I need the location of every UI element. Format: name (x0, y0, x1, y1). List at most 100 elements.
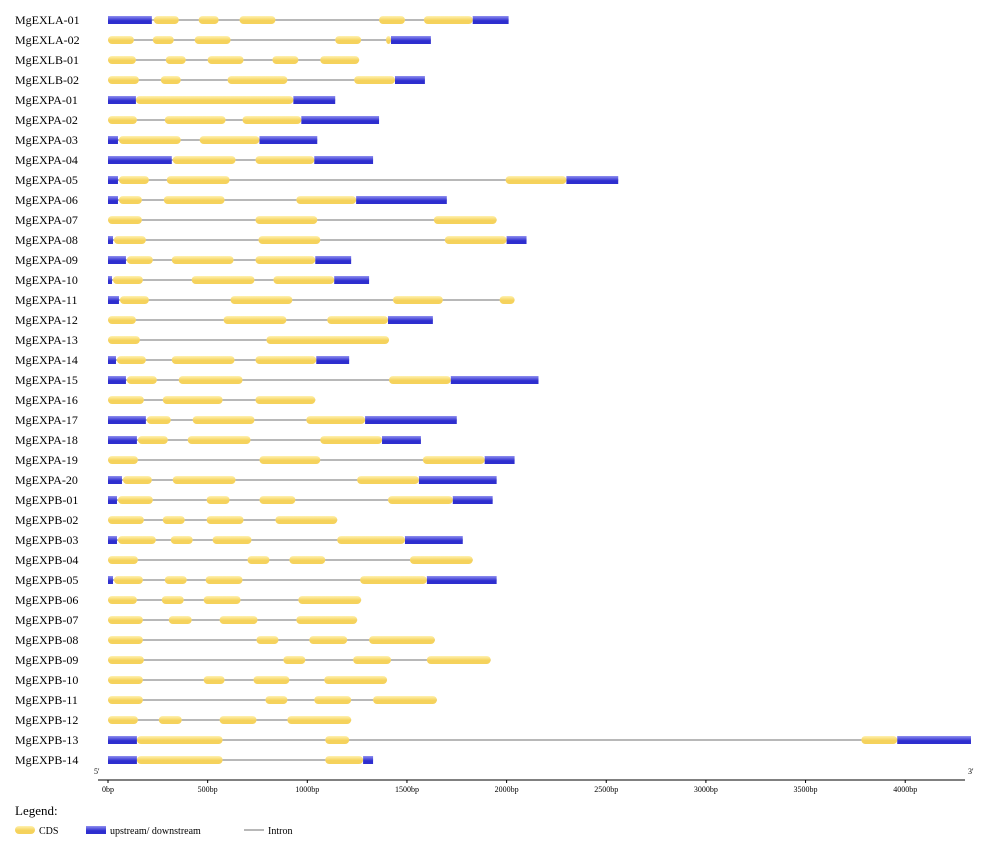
utr-segment (108, 256, 126, 264)
cds-segment (219, 616, 258, 624)
gene-name: MgEXPA-16 (15, 393, 78, 407)
cds-segment (314, 696, 352, 704)
gene-name: MgEXPB-10 (15, 673, 78, 687)
cds-segment (259, 496, 296, 504)
cds-segment (162, 396, 223, 404)
gene-name: MgEXPA-17 (15, 413, 78, 427)
cds-segment (298, 596, 362, 604)
cds-segment (191, 276, 255, 284)
cds-segment (203, 596, 241, 604)
utr-segment (472, 16, 509, 24)
cds-segment (389, 376, 451, 384)
cds-segment (255, 256, 316, 264)
cds-segment (258, 236, 321, 244)
utr-segment (484, 456, 515, 464)
cds-segment (324, 676, 388, 684)
gene-rows: MgEXLA-01 MgEXLA-02 MgEXLB-01 MgEXLB-02 MgEX… (15, 13, 971, 767)
utr-segment (315, 256, 352, 264)
gene-row: MgEXPB-11 (15, 693, 437, 707)
gene-row: MgEXPA-14 (15, 353, 350, 367)
tick-label: 0bp (102, 785, 114, 794)
cds-segment (320, 56, 360, 64)
legend: Legend: CDS upstream/ downstream Intron (15, 803, 292, 837)
gene-row: MgEXPA-20 (15, 473, 497, 487)
utr-segment (108, 276, 112, 284)
tick-label: 3500bp (794, 785, 818, 794)
utr-segment (108, 576, 113, 584)
cds-segment (283, 656, 306, 664)
legend-label: CDS (39, 826, 58, 837)
cds-segment (296, 616, 358, 624)
gene-row: MgEXPA-04 (15, 153, 374, 167)
utr-segment (404, 536, 463, 544)
tick-label: 2500bp (594, 785, 618, 794)
utr-segment (108, 156, 172, 164)
gene-name: MgEXPB-12 (15, 713, 78, 727)
gene-name: MgEXLB-02 (15, 73, 79, 87)
gene-name: MgEXPA-10 (15, 273, 78, 287)
gene-name: MgEXPB-13 (15, 733, 78, 747)
cds-segment (108, 116, 137, 124)
cds-segment (126, 376, 157, 384)
cds-segment (108, 456, 138, 464)
cds-segment (158, 716, 182, 724)
cds-segment (108, 696, 143, 704)
legend-item-intron: Intron (244, 826, 292, 837)
utr-segment (506, 236, 527, 244)
cds-segment (108, 316, 136, 324)
cds-segment (287, 716, 352, 724)
utr-segment (108, 96, 136, 104)
x-axis: 0bp 500bp 1000bp 1500bp 2000bp 2500bp 3000bp 35… (94, 767, 974, 794)
cds-segment (227, 76, 288, 84)
cds-segment (160, 76, 181, 84)
cds-segment (198, 16, 219, 24)
gene-name: MgEXPA-07 (15, 213, 78, 227)
cds-segment (426, 656, 491, 664)
gene-row: MgEXLB-01 (15, 53, 360, 67)
cds-segment (335, 36, 362, 44)
cds-segment (119, 296, 149, 304)
gene-name: MgEXPB-09 (15, 653, 78, 667)
cds-segment (171, 256, 234, 264)
gene-row: MgEXPA-01 (15, 93, 336, 107)
utr-segment (382, 436, 421, 444)
cds-segment (164, 576, 187, 584)
cds-segment (256, 636, 279, 644)
cds-segment (113, 576, 143, 584)
tick-label: 2000bp (495, 785, 519, 794)
cds-segment (369, 636, 435, 644)
utr-segment (365, 416, 457, 424)
cds-segment (136, 736, 223, 744)
gene-row: MgEXPB-13 (15, 733, 971, 747)
tick-label: 1000bp (295, 785, 319, 794)
cds-segment (166, 176, 230, 184)
gene-name: MgEXPA-20 (15, 473, 78, 487)
cds-segment (309, 636, 348, 644)
gene-name: MgEXPB-03 (15, 533, 78, 547)
cds-segment (118, 196, 142, 204)
gene-name: MgEXPA-08 (15, 233, 78, 247)
utr-segment (450, 376, 539, 384)
gene-name: MgEXPB-08 (15, 633, 78, 647)
cds-segment (108, 636, 143, 644)
utr-segment (108, 16, 152, 24)
gene-row: MgEXPA-03 (15, 133, 318, 147)
cds-segment (212, 536, 252, 544)
gene-name: MgEXPB-05 (15, 573, 78, 587)
cds-segment (275, 516, 338, 524)
gene-name: MgEXPA-19 (15, 453, 78, 467)
gene-row: MgEXPA-10 (15, 273, 370, 287)
cds-segment (116, 356, 146, 364)
legend-label: upstream/ downstream (110, 826, 201, 837)
cds-segment (388, 496, 453, 504)
cds-segment (306, 416, 366, 424)
cds-segment (172, 156, 236, 164)
utr-segment (363, 756, 374, 764)
gene-name: MgEXPA-04 (15, 153, 78, 167)
cds-segment (108, 36, 134, 44)
cds-segment (861, 736, 898, 744)
gene-row: MgEXPB-14 (15, 753, 374, 767)
gene-row: MgEXPA-17 (15, 413, 457, 427)
gene-name: MgEXPB-14 (15, 753, 78, 767)
cds-segment (386, 36, 392, 44)
